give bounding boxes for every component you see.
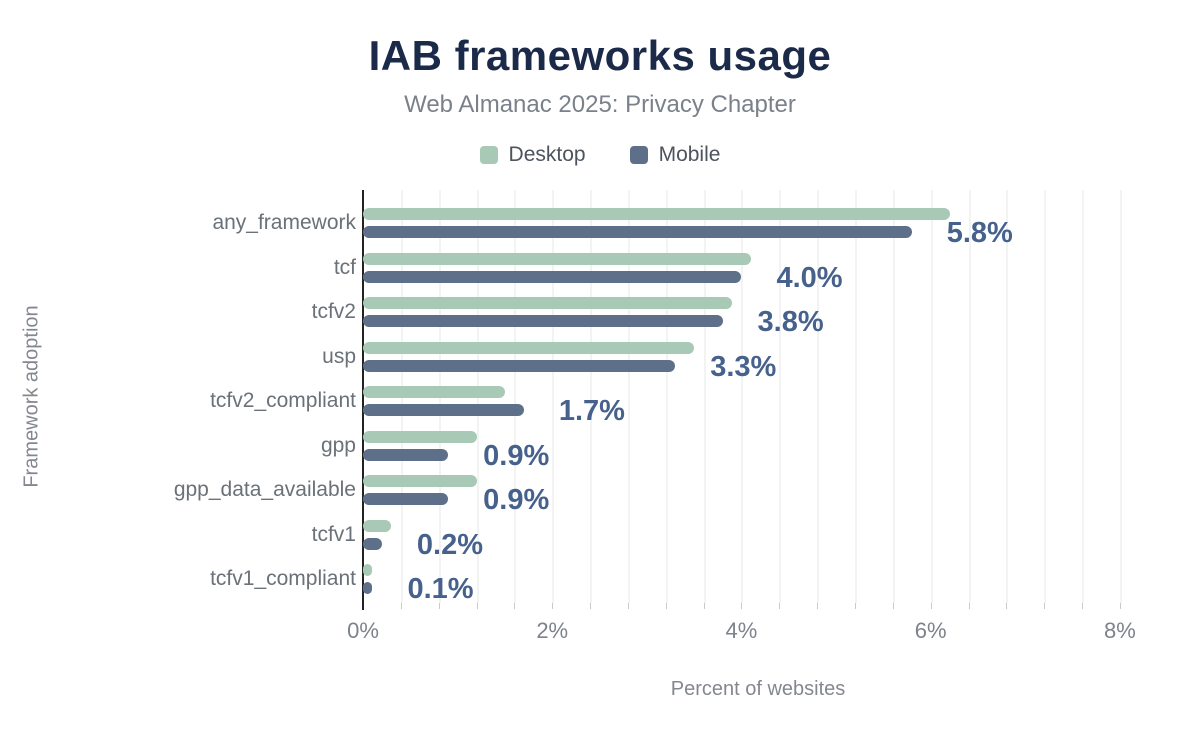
bar-mobile-tcf[interactable] bbox=[363, 270, 742, 283]
x-tick-mark bbox=[400, 603, 402, 609]
category-label: tcfv1_compliant bbox=[210, 567, 356, 590]
gridline bbox=[552, 190, 555, 603]
plot-area: 0% 2% 4% 6% 8% 5.8% 4.0% 3.8% 3.3% 1.7% 0.9% 0.9% 0.… bbox=[347, 190, 1153, 643]
gridline bbox=[665, 190, 668, 603]
bar-desktop-tcfv1[interactable] bbox=[363, 519, 392, 532]
x-axis-title: Percent of websites bbox=[670, 678, 846, 700]
mobile-swatch-icon bbox=[629, 146, 648, 164]
bar-mobile-tcfv1[interactable] bbox=[363, 537, 382, 550]
x-tick-mark bbox=[892, 603, 894, 609]
gridline bbox=[514, 190, 517, 603]
legend-item-mobile[interactable]: Mobile bbox=[629, 143, 721, 167]
value-label: 1.7% bbox=[558, 395, 625, 427]
x-tick-mark bbox=[476, 603, 478, 609]
x-tick-mark bbox=[1119, 603, 1121, 609]
x-tick-mark bbox=[779, 603, 781, 609]
bar-mobile-usp[interactable] bbox=[363, 359, 676, 372]
gridline bbox=[703, 190, 706, 603]
bar-desktop-any_framework[interactable] bbox=[363, 208, 950, 220]
bar-mobile-gpp[interactable] bbox=[363, 448, 449, 461]
category-label: tcfv2_compliant bbox=[210, 389, 356, 412]
x-tick-mark bbox=[741, 603, 743, 609]
chart-title: IAB frameworks usage bbox=[368, 32, 832, 79]
value-label: 0.9% bbox=[483, 484, 550, 516]
bar-mobile-tcfv2[interactable] bbox=[363, 315, 723, 327]
x-tick-mark bbox=[438, 603, 440, 609]
x-tick-label: 2% bbox=[536, 618, 569, 643]
gridline bbox=[590, 190, 593, 603]
x-tick-mark bbox=[1006, 603, 1008, 609]
value-label: 3.8% bbox=[757, 306, 824, 338]
legend-label-desktop: Desktop bbox=[508, 143, 586, 166]
category-label: usp bbox=[322, 344, 356, 368]
bar-desktop-tcf[interactable] bbox=[363, 252, 751, 265]
bar-desktop-tcfv1_compliant[interactable] bbox=[363, 564, 373, 576]
gridline bbox=[930, 190, 933, 603]
value-label: 0.2% bbox=[416, 528, 484, 561]
category-label: tcf bbox=[333, 255, 356, 279]
value-label: 0.9% bbox=[483, 439, 550, 472]
bar-mobile-tcfv2_compliant[interactable] bbox=[363, 404, 524, 416]
x-tick-mark bbox=[930, 603, 932, 609]
gridline bbox=[817, 190, 820, 603]
gridline bbox=[1082, 190, 1085, 603]
x-tick-mark bbox=[514, 603, 516, 609]
gridline bbox=[741, 190, 744, 603]
gridline bbox=[892, 190, 895, 603]
value-label: 0.1% bbox=[407, 573, 474, 605]
desktop-swatch-icon bbox=[479, 146, 498, 164]
bar-mobile-gpp_data_available[interactable] bbox=[363, 493, 449, 505]
x-tick-mark bbox=[968, 603, 970, 609]
gridline bbox=[1006, 190, 1009, 603]
value-label: 4.0% bbox=[776, 261, 843, 294]
bar-mobile-tcfv1_compliant[interactable] bbox=[363, 582, 373, 594]
legend: Desktop Mobile bbox=[0, 143, 1200, 167]
gridline bbox=[968, 190, 971, 603]
x-tick-mark bbox=[665, 603, 667, 609]
y-axis-line bbox=[362, 190, 364, 610]
bar-desktop-tcfv2[interactable] bbox=[363, 297, 732, 309]
gridline bbox=[1119, 190, 1122, 603]
x-tick-mark bbox=[552, 603, 554, 609]
bar-mobile-any_framework[interactable] bbox=[363, 226, 912, 238]
bar-desktop-gpp[interactable] bbox=[363, 430, 477, 443]
bar-desktop-gpp_data_available[interactable] bbox=[363, 475, 477, 487]
x-tick-mark bbox=[1044, 603, 1046, 609]
legend-item-desktop[interactable]: Desktop bbox=[479, 143, 586, 167]
x-tick-mark bbox=[627, 603, 629, 609]
category-label: tcfv1 bbox=[311, 522, 356, 546]
x-tick-label: 0% bbox=[347, 618, 379, 643]
category-label: any_framework bbox=[212, 211, 356, 234]
category-label: gpp_data_available bbox=[173, 478, 356, 501]
value-label: 5.8% bbox=[946, 217, 1013, 249]
category-label: gpp bbox=[320, 433, 356, 457]
gridline bbox=[779, 190, 782, 603]
chart-subtitle: Web Almanac 2025: Privacy Chapter bbox=[404, 91, 796, 118]
x-tick-label: 4% bbox=[725, 618, 758, 643]
x-tick-mark bbox=[703, 603, 705, 609]
gridline bbox=[627, 190, 630, 603]
category-label: tcfv2 bbox=[311, 300, 356, 323]
x-tick-mark bbox=[590, 603, 592, 609]
value-label: 3.3% bbox=[710, 350, 777, 383]
legend-label-mobile: Mobile bbox=[658, 143, 721, 166]
bar-desktop-usp[interactable] bbox=[363, 341, 695, 354]
gridline bbox=[1044, 190, 1047, 603]
x-tick-mark bbox=[854, 603, 856, 609]
gridline bbox=[854, 190, 857, 603]
x-tick-label: 6% bbox=[914, 618, 947, 643]
x-tick-label: 8% bbox=[1103, 618, 1136, 643]
x-tick-mark bbox=[817, 603, 819, 609]
x-tick-mark bbox=[1082, 603, 1084, 609]
bar-desktop-tcfv2_compliant[interactable] bbox=[363, 386, 505, 398]
